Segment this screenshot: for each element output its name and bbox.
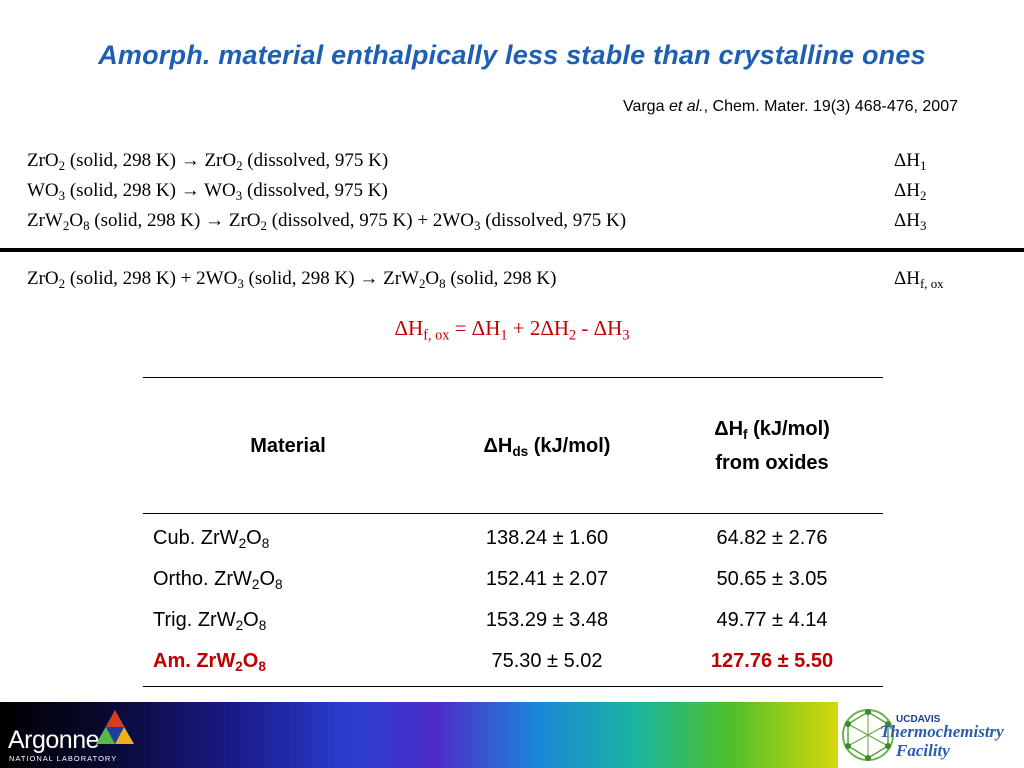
cell-hds: 152.41 ± 2.07 <box>485 568 609 590</box>
citation-etal: et al. <box>668 98 704 115</box>
reaction-2: WO3 (solid, 298 K) → WO3 (dissolved, 975… <box>27 180 388 203</box>
reaction-3-enthalpy: ΔH3 <box>894 210 927 233</box>
reaction-3: ZrW2O8 (solid, 298 K) → ZrO2 (dissolved,… <box>27 210 627 233</box>
table-row: Ortho. ZrW2O8 152.41 ± 2.07 50.65 ± 3.05 <box>143 559 883 600</box>
reaction-2-enthalpy: ΔH2 <box>894 180 927 203</box>
cell-material: Cub. ZrW2O8 <box>153 527 270 552</box>
citation-authors: Varga <box>622 98 665 115</box>
cell-hds: 75.30 ± 5.02 <box>433 641 661 687</box>
arrow-icon: → <box>205 210 225 231</box>
slide-title: Amorph. material enthalpically less stab… <box>98 40 926 70</box>
cell-material: Trig. ZrW2O8 <box>153 609 267 634</box>
divider <box>0 248 1024 252</box>
table-header-row: Material ΔHds (kJ/mol) ΔHf (kJ/mol) from … <box>143 377 883 514</box>
arrow-icon: → <box>180 150 200 171</box>
table-row-highlighted: Am. ZrW2O8 75.30 ± 5.02 127.76 ± 5.50 <box>143 641 883 687</box>
cell-hds: 138.24 ± 1.60 <box>485 527 609 549</box>
table-row: Trig. ZrW2O8 153.29 ± 3.48 49.77 ± 4.14 <box>143 600 883 641</box>
enthalpy-table: Material ΔHds (kJ/mol) ΔHf (kJ/mol) from … <box>143 377 883 687</box>
argonne-subtitle: NATIONAL LABORATORY <box>9 754 118 763</box>
cell-hds: 153.29 ± 3.48 <box>485 609 609 631</box>
argonne-triangle-icon <box>96 710 134 744</box>
arrow-icon: → <box>180 180 200 201</box>
header-material: Material <box>143 377 433 514</box>
footer-gradient-bar <box>0 702 838 768</box>
reaction-formation-enthalpy: ΔHf, ox <box>894 268 944 291</box>
reaction-1-enthalpy: ΔH1 <box>894 150 927 173</box>
cell-material: Ortho. ZrW2O8 <box>153 568 283 593</box>
cell-material: Am. ZrW2O8 <box>143 641 433 687</box>
arrow-icon: → <box>359 268 379 289</box>
ucdavis-molecule-icon <box>842 709 894 761</box>
thermochemistry-label: Thermochemistry <box>880 722 1004 741</box>
ucdavis-label: UCDAVIS <box>896 714 941 725</box>
cell-hf: 50.65 ± 3.05 <box>716 568 828 590</box>
header-hf: ΔHf (kJ/mol) from oxides <box>661 377 883 514</box>
reaction-1: ZrO2 (solid, 298 K) → ZrO2 (dissolved, 9… <box>27 150 389 173</box>
cell-hf: 127.76 ± 5.50 <box>661 641 883 687</box>
header-hds: ΔHds (kJ/mol) <box>433 377 661 514</box>
hess-formula: ΔHf, ox = ΔH1 + 2ΔH2 - ΔH3 <box>394 316 630 344</box>
cell-hf: 64.82 ± 2.76 <box>716 527 828 549</box>
citation: Varga et al., Chem. Mater. 19(3) 468-476… <box>623 98 958 116</box>
reaction-formation: ZrO2 (solid, 298 K) + 2WO3 (solid, 298 K… <box>27 268 557 291</box>
argonne-wordmark: Argonne <box>8 726 100 754</box>
table-row: Cub. ZrW2O8 138.24 ± 1.60 64.82 ± 2.76 <box>143 514 883 560</box>
citation-ref: , Chem. Mater. 19(3) 468-476, 2007 <box>703 98 958 115</box>
facility-label: Facility <box>896 741 950 760</box>
cell-hf: 49.77 ± 4.14 <box>716 609 828 631</box>
